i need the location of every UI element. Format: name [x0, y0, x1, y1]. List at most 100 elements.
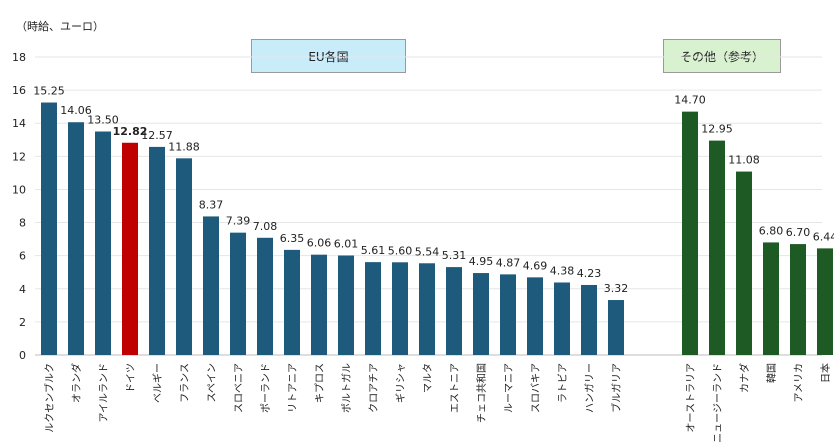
y-tick-label: 0: [19, 349, 26, 362]
category-label: オーストラリア: [685, 363, 697, 433]
other-group-label: その他（参考）: [663, 39, 781, 73]
value-label: 11.88: [168, 140, 200, 153]
category-labels: ルクセンブルク オランダ アイルランド ドイツ ベルギー フランス スペイン スロベニア ポーラ…: [43, 363, 832, 443]
bar: [790, 244, 806, 355]
category-label: アメリカ: [793, 363, 805, 403]
value-label: 4.23: [577, 267, 602, 280]
y-tick-label: 16: [12, 84, 26, 97]
bars: [41, 102, 833, 356]
category-label: マルタ: [422, 363, 434, 393]
eu-group-label: EU各国: [251, 39, 406, 73]
category-label: ギリシャ: [395, 363, 407, 403]
bar: [581, 284, 597, 355]
y-tick-label: 4: [19, 283, 26, 296]
bar: [365, 262, 381, 355]
category-label: ドイツ: [126, 363, 137, 393]
category-label: リトアニア: [288, 363, 299, 413]
value-label: 12.95: [701, 123, 733, 136]
category-label: ポルトガル: [341, 363, 353, 413]
bar: [500, 274, 516, 355]
value-label: 4.87: [496, 256, 521, 269]
category-label: スペイン: [207, 363, 218, 402]
value-label: 12.57: [141, 129, 173, 142]
bar: [446, 267, 462, 355]
value-label: 8.37: [199, 198, 224, 211]
value-label: 6.80: [759, 224, 784, 237]
bar: [68, 122, 84, 356]
bar: [230, 232, 246, 355]
y-tick-label: 12: [12, 150, 26, 163]
value-label: 11.08: [728, 154, 760, 167]
value-label: 12.82: [113, 125, 148, 138]
value-label: 7.08: [253, 220, 278, 233]
value-label: 5.31: [442, 249, 467, 262]
category-label: オランダ: [70, 363, 83, 403]
category-label: エストニア: [450, 363, 461, 413]
category-label: ポーランド: [260, 363, 272, 413]
category-label: 韓国: [766, 363, 778, 383]
bar: [95, 131, 111, 355]
category-label: チェコ共和国: [476, 363, 488, 423]
category-label: カナダ: [738, 363, 751, 393]
category-label: スロベニア: [233, 363, 245, 413]
value-label: 14.70: [674, 94, 706, 107]
category-label: ブルガリア: [610, 363, 623, 413]
category-label: クロアチア: [368, 363, 380, 413]
value-label: 14.06: [60, 104, 92, 117]
bar: [527, 277, 543, 355]
value-label: 7.39: [226, 215, 251, 228]
y-tick-label: 2: [19, 316, 26, 329]
value-label: 3.32: [604, 282, 629, 295]
y-axis: 0 2 4 6 8 10 12 14 16 18: [12, 51, 26, 362]
category-label: キプロス: [314, 363, 326, 403]
bar: [338, 255, 354, 355]
bar: [392, 262, 408, 355]
bar: [257, 237, 273, 355]
bar: [284, 249, 300, 355]
value-label: 5.61: [361, 244, 386, 257]
value-label: 4.95: [469, 255, 494, 268]
bar: [149, 146, 165, 355]
bar: [41, 102, 57, 356]
bar: [817, 248, 833, 355]
category-label: フランス: [179, 363, 191, 403]
category-label: ベルギー: [152, 363, 164, 403]
bar: [203, 216, 219, 355]
category-label: ニュージーランド: [712, 363, 724, 443]
bar: [554, 282, 570, 355]
y-tick-label: 6: [19, 250, 26, 263]
value-label: 6.70: [786, 226, 811, 239]
category-label: 日本: [819, 363, 832, 383]
category-label: ハンガリー: [584, 363, 596, 413]
value-label: 6.44: [813, 230, 834, 243]
bar: [311, 254, 327, 355]
value-label: 5.60: [388, 244, 413, 257]
category-label: ルーマニア: [504, 363, 515, 413]
y-unit-label: （時給、ユーロ）: [16, 20, 104, 33]
bar: [709, 140, 725, 355]
bar: [682, 111, 698, 355]
y-tick-label: 14: [12, 117, 26, 130]
value-label: 6.35: [280, 232, 305, 245]
bar: [736, 171, 752, 355]
bar: [176, 158, 192, 355]
value-label: 4.38: [550, 264, 575, 277]
value-label: 13.50: [87, 114, 119, 127]
y-tick-label: 8: [19, 217, 26, 230]
category-label: スロバキア: [530, 363, 542, 413]
category-label: ラトビア: [557, 363, 569, 403]
value-label: 6.01: [334, 238, 359, 251]
value-label: 6.06: [307, 237, 332, 250]
category-label: アイルランド: [98, 363, 110, 423]
value-label: 5.54: [415, 245, 440, 258]
category-label: ルクセンブルク: [43, 363, 56, 433]
bar: [473, 273, 489, 355]
bar: [608, 300, 624, 355]
value-label: 4.69: [523, 259, 548, 272]
bar: [419, 263, 435, 355]
y-tick-label: 10: [12, 183, 26, 196]
value-label: 15.25: [33, 85, 65, 98]
y-tick-label: 18: [12, 51, 26, 64]
